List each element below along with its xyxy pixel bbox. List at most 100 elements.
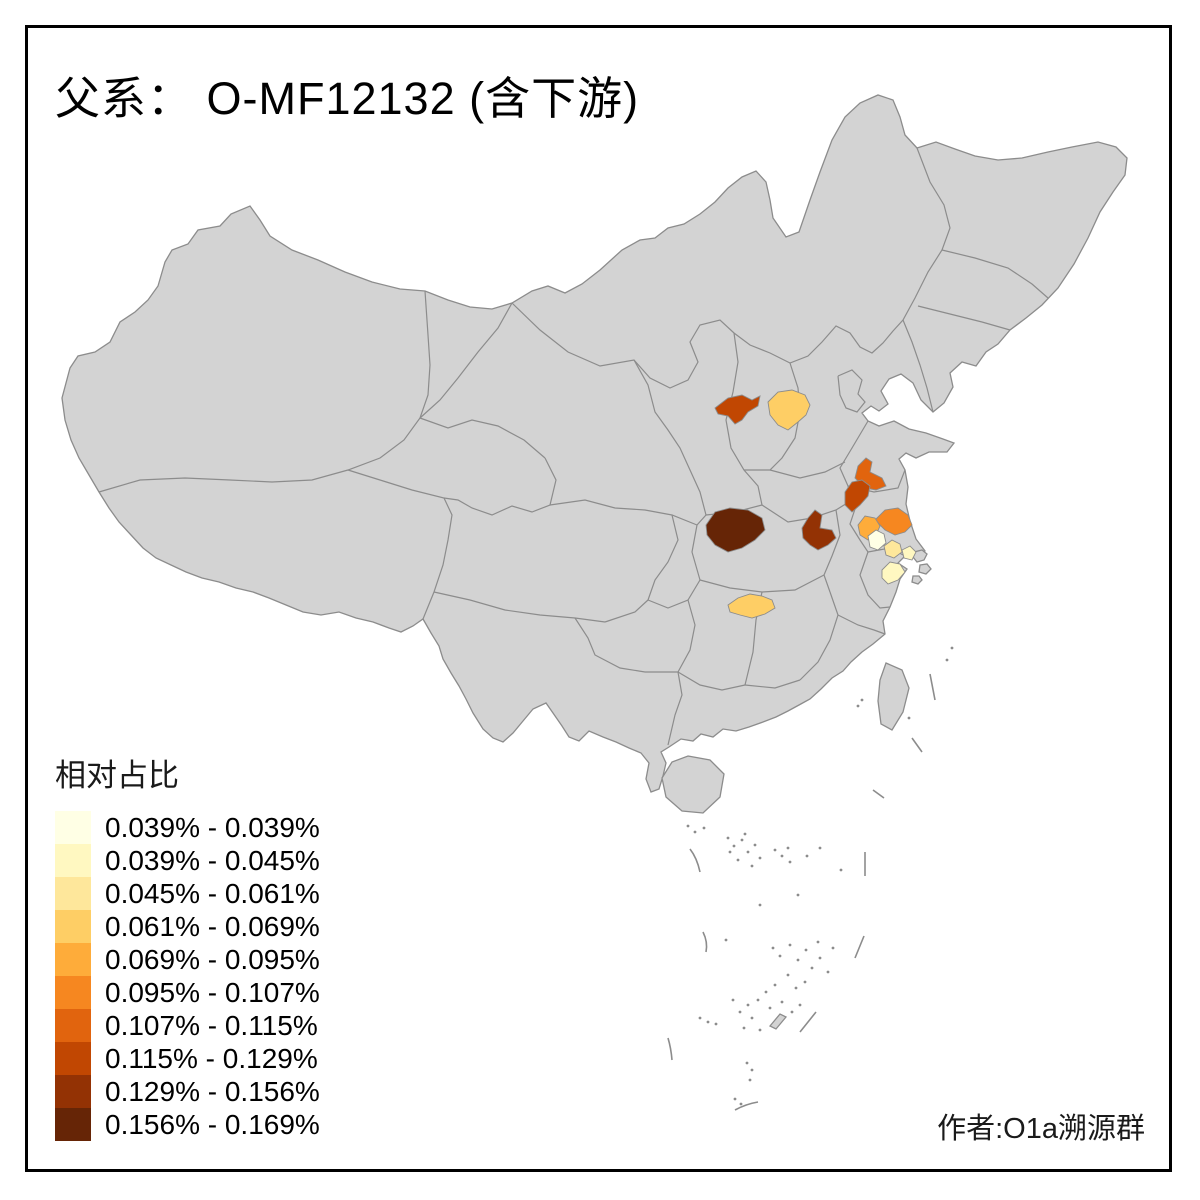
island-dot [731, 998, 735, 1002]
island-dot [698, 1016, 702, 1020]
legend-label: 0.095% - 0.107% [105, 977, 320, 1008]
legend-label: 0.039% - 0.045% [105, 845, 320, 876]
legend-label: 0.069% - 0.095% [105, 944, 320, 975]
island-dot [826, 970, 830, 974]
highlighted-prefectures [705, 389, 917, 619]
island-dot [794, 986, 798, 990]
island-dot [810, 966, 814, 970]
legend-row: 0.039% - 0.045% [55, 844, 320, 877]
island-dot [746, 850, 750, 854]
legend-row: 0.115% - 0.129% [55, 1042, 320, 1075]
highlight-region[interactable] [767, 389, 811, 431]
island-dot [739, 1102, 743, 1106]
island-dot [706, 1020, 710, 1024]
island-dot [816, 940, 820, 944]
island-dot [740, 838, 744, 842]
south-sea-islet [768, 1013, 788, 1030]
taiwan-island [877, 662, 910, 731]
highlight-region[interactable] [874, 507, 913, 536]
island-dot [726, 836, 730, 840]
island-dot [786, 846, 790, 850]
legend-row: 0.095% - 0.107% [55, 976, 320, 1009]
legend-row: 0.061% - 0.069% [55, 910, 320, 943]
island-dot [788, 860, 792, 864]
island-dot [750, 864, 754, 868]
legend-swatch [55, 811, 91, 844]
island-dot [750, 1016, 754, 1020]
island-dot [856, 704, 860, 708]
island-dot [798, 1003, 802, 1007]
island-dot [803, 980, 807, 984]
island-dot [733, 1097, 737, 1101]
island-dot [746, 1003, 750, 1007]
island-dot [778, 954, 782, 958]
island-dot [753, 843, 757, 847]
island-dot [831, 946, 835, 950]
island-dot [805, 854, 809, 858]
island-dot [728, 850, 732, 854]
legend: 相对占比 0.039% - 0.039% 0.039% - 0.045% 0.045… [55, 750, 320, 1141]
legend-row: 0.107% - 0.115% [55, 1009, 320, 1042]
island-dot [714, 1022, 718, 1026]
legend-label: 0.129% - 0.156% [105, 1076, 320, 1107]
legend-row: 0.069% - 0.095% [55, 943, 320, 976]
highlight-region[interactable] [801, 509, 837, 551]
island-dot [796, 958, 800, 962]
legend-label: 0.107% - 0.115% [105, 1010, 318, 1041]
island-dot [724, 938, 728, 942]
highlight-region[interactable] [705, 507, 766, 553]
legend-swatch [55, 1075, 91, 1108]
legend-swatch [55, 943, 91, 976]
highlight-region[interactable] [881, 561, 906, 585]
legend-label: 0.156% - 0.169% [105, 1109, 320, 1140]
island-dot [742, 1026, 746, 1030]
island-dot [839, 868, 843, 872]
island-dot [745, 1061, 749, 1065]
island-dot [758, 1028, 762, 1032]
legend-row: 0.156% - 0.169% [55, 1108, 320, 1141]
island-dot [758, 903, 762, 907]
legend-swatch [55, 1009, 91, 1042]
island-dot [750, 1068, 754, 1072]
legend-rows: 0.039% - 0.039% 0.039% - 0.045% 0.045% - 0… [55, 811, 320, 1141]
legend-label: 0.061% - 0.069% [105, 911, 320, 942]
island-dot [736, 858, 740, 862]
highlight-region[interactable] [901, 545, 917, 561]
island-dot [773, 848, 777, 852]
island-dot [818, 846, 822, 850]
country-outline [61, 94, 1128, 1030]
highlight-region[interactable] [867, 529, 887, 551]
island-dot [702, 826, 706, 830]
island-dot [748, 1078, 752, 1082]
island-dot [788, 943, 792, 947]
highlight-region[interactable] [883, 539, 903, 559]
highlight-region[interactable] [727, 593, 776, 619]
island-dot [771, 946, 775, 950]
hainan-island [661, 755, 725, 814]
island-dot [768, 1006, 772, 1010]
legend-swatch [55, 844, 91, 877]
legend-title: 相对占比 [55, 758, 179, 793]
legend-label: 0.039% - 0.039% [105, 812, 320, 843]
province-borders [98, 147, 1049, 746]
island-dots [686, 646, 954, 1106]
island-dot [764, 990, 768, 994]
island-dot [780, 1000, 784, 1004]
island-dot [780, 854, 784, 858]
highlight-region[interactable] [714, 394, 761, 425]
legend-swatch [55, 877, 91, 910]
legend-label: 0.045% - 0.061% [105, 878, 320, 909]
island-dot [732, 844, 736, 848]
legend-swatch [55, 1108, 91, 1141]
island-dot [756, 998, 760, 1002]
island-dot [796, 893, 800, 897]
legend-row: 0.045% - 0.061% [55, 877, 320, 910]
mainland-shape [61, 94, 1128, 793]
island-dot [804, 948, 808, 952]
legend-label: 0.115% - 0.129% [105, 1043, 318, 1074]
map-title: 父系： O-MF12132 (含下游) [55, 73, 640, 124]
attribution-text: 作者:O1a溯源群 [937, 1113, 1145, 1145]
highlight-region[interactable] [844, 479, 871, 513]
legend-swatch [55, 1042, 91, 1075]
